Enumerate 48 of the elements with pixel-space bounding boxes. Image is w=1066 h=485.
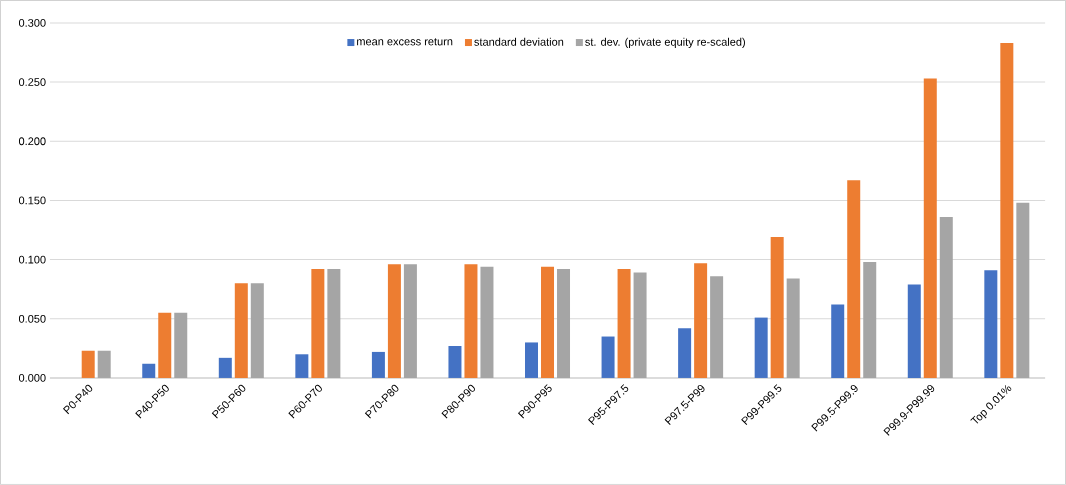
bar (480, 266, 494, 379)
bar (158, 312, 172, 379)
bar (847, 180, 861, 379)
y-tick-label: 0.150 (18, 196, 46, 205)
legend-label: standard deviation (474, 37, 564, 46)
bar (1016, 202, 1030, 379)
bar (371, 351, 385, 379)
bar (295, 354, 309, 379)
bar (617, 269, 631, 379)
y-tick-label: 0.200 (18, 137, 46, 146)
y-tick-label: 0.000 (18, 374, 46, 382)
bar (250, 283, 264, 379)
bar (770, 237, 784, 379)
bar (525, 342, 539, 379)
y-tick-label: 0.250 (18, 78, 46, 87)
bar (403, 264, 417, 379)
bar (831, 304, 845, 379)
bar (81, 350, 95, 379)
y-tick-label: 0.300 (18, 19, 46, 27)
bar (984, 270, 998, 379)
bar (174, 312, 188, 379)
bar (786, 278, 800, 379)
bar (541, 266, 555, 379)
bar (464, 264, 478, 379)
bar (923, 78, 937, 379)
bar (710, 276, 724, 379)
bar (142, 363, 156, 379)
bar (939, 217, 953, 379)
bar (327, 269, 341, 379)
bar (754, 317, 768, 379)
bar (557, 269, 571, 379)
y-tick-label: 0.100 (18, 255, 46, 264)
bar (678, 328, 692, 379)
bar (448, 346, 462, 379)
bar (387, 264, 401, 379)
bar (863, 262, 877, 379)
legend-label: st. dev. (private equity re-scaled) (585, 37, 745, 49)
bar (633, 272, 647, 379)
legend-label: mean excess return (357, 38, 453, 46)
bar (601, 336, 615, 379)
bar (907, 284, 921, 379)
bar (234, 283, 248, 379)
bar (694, 263, 708, 379)
bar (1000, 43, 1014, 379)
bar (97, 350, 111, 379)
y-tick-label: 0.050 (18, 314, 46, 323)
bar (311, 269, 325, 379)
bar (218, 357, 232, 379)
